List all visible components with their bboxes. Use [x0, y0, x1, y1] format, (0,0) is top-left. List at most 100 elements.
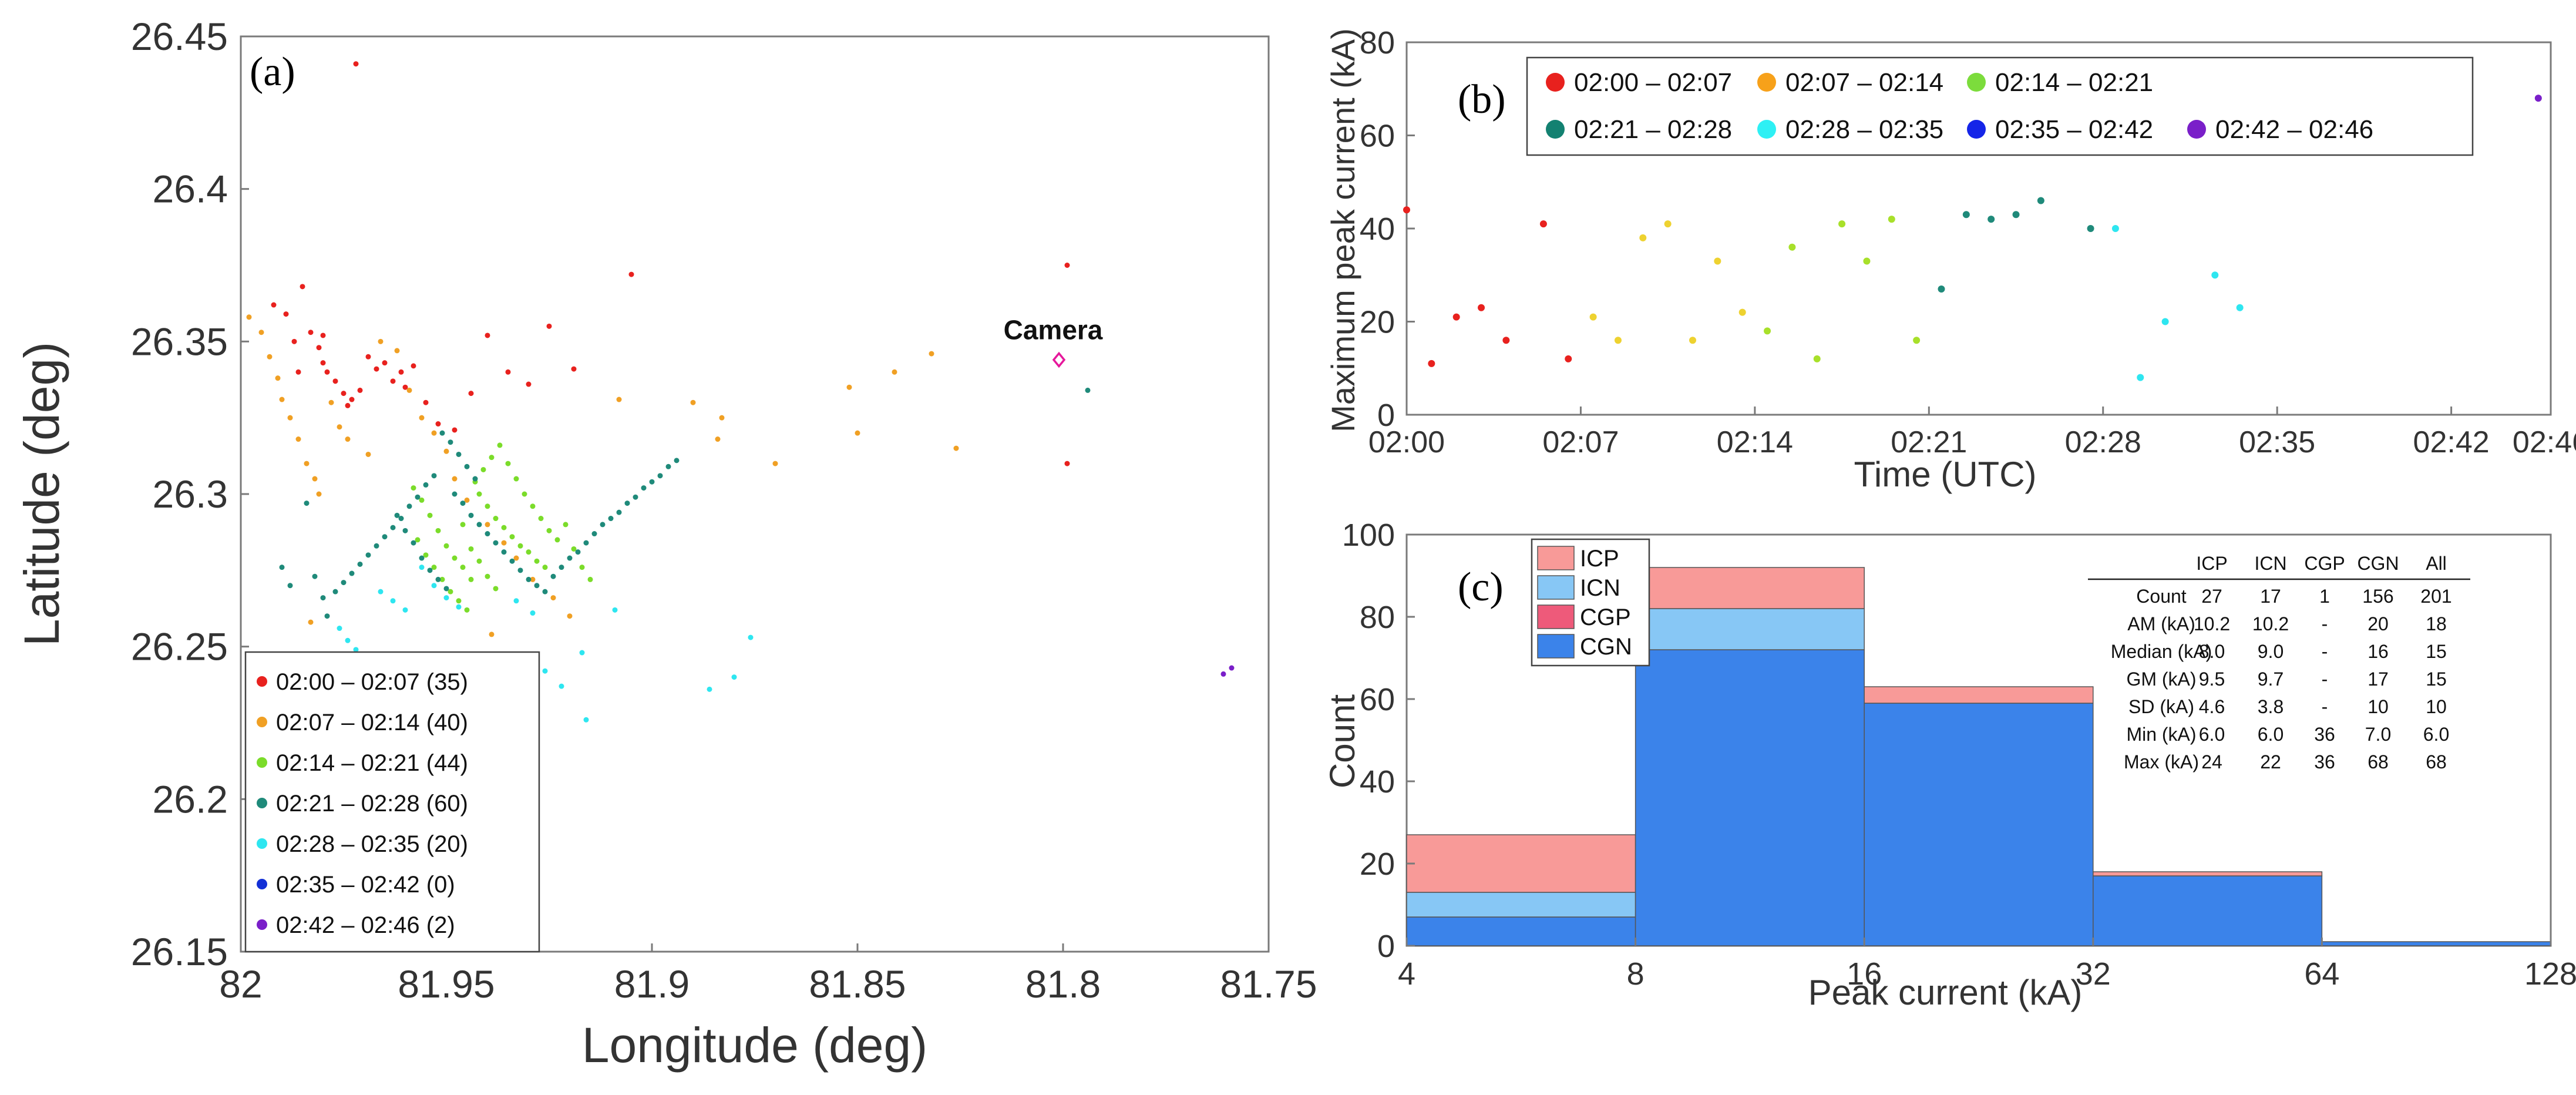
- plot-c-x-tick-label: 64: [2304, 956, 2339, 992]
- plot-c-x-axis-label: Peak current (kA): [1808, 973, 2083, 1012]
- plot-a-legend-swatch: [257, 676, 267, 687]
- plot-b-point: [1478, 304, 1485, 311]
- plot-a-point: [657, 473, 663, 479]
- plot-a-point: [431, 473, 437, 479]
- plot-a-point: [608, 516, 614, 522]
- plot-a-point: [341, 391, 347, 397]
- plot-a-point: [258, 330, 264, 335]
- stats-table-cell: 10.2: [2194, 613, 2230, 634]
- plot-a-point: [485, 531, 490, 537]
- plot-a-x-tick-label: 81.8: [1025, 962, 1101, 1006]
- plot-a-x-tick-label: 82: [219, 962, 262, 1006]
- plot-a-point: [295, 436, 301, 442]
- plot-a-point: [431, 430, 437, 436]
- plot-c-legend-label: CGP: [1580, 604, 1631, 630]
- plot-a-y-tick-label: 26.4: [153, 167, 228, 211]
- panel-b-label: (b): [1458, 77, 1506, 122]
- plot-b-legend-label: 02:42 – 02:46: [2215, 115, 2373, 144]
- plot-a-point: [382, 534, 388, 540]
- plot-a-legend-swatch: [257, 838, 267, 849]
- plot-a-point: [493, 516, 499, 522]
- plot-a-point: [411, 363, 416, 369]
- plot-c-bar-cgn: [1635, 649, 1865, 946]
- plot-a-point: [526, 381, 532, 387]
- plot-a-point: [480, 466, 486, 472]
- plot-a-point: [419, 497, 425, 503]
- plot-c-x-tick-label: 32: [2076, 956, 2111, 992]
- stats-table-header: ICP: [2196, 553, 2227, 574]
- plot-a-point: [374, 543, 379, 549]
- plot-b-point: [2012, 211, 2020, 219]
- plot-a-point: [287, 415, 293, 421]
- camera-marker: Camera: [1004, 314, 1103, 368]
- plot-a-point: [616, 509, 622, 515]
- stats-table-cell: 17: [2368, 669, 2389, 690]
- stats-table-row-label: GM (kA): [2126, 669, 2196, 690]
- stats-table-cell: 22: [2260, 751, 2281, 772]
- plot-a-point: [559, 683, 564, 689]
- plot-a-point: [485, 573, 490, 579]
- stats-table-cell: 1: [2319, 586, 2330, 607]
- plot-a-point: [390, 525, 396, 530]
- plot-a-point: [341, 580, 347, 586]
- plot-b-y-tick-label: 0: [1377, 398, 1395, 433]
- plot-a-point: [579, 650, 585, 656]
- plot-a-point: [378, 338, 384, 344]
- plot-c-bar-cgn: [2093, 875, 2323, 946]
- plot-a-point: [291, 338, 297, 344]
- plot-a-legend-swatch: [257, 717, 267, 727]
- plot-b-legend-label: 02:07 – 02:14: [1785, 68, 1943, 97]
- plot-b-y-tick-label: 20: [1360, 305, 1395, 340]
- plot-a-point: [332, 589, 338, 594]
- stats-table-cell: 36: [2314, 724, 2335, 745]
- plot-c-y-tick-label: 60: [1360, 682, 1395, 717]
- stats-table-cell: -: [2322, 669, 2328, 690]
- plot-a-point: [452, 555, 458, 561]
- stats-table-cell: 36: [2314, 751, 2335, 772]
- plot-b-point: [1813, 355, 1821, 362]
- plot-a-point: [476, 558, 482, 564]
- plot-b-point: [1714, 257, 1721, 265]
- stats-table-cell: -: [2322, 696, 2328, 717]
- plot-a-point: [546, 528, 552, 533]
- plot-a-point: [308, 619, 314, 625]
- stats-table-cell: 9.0: [2258, 641, 2284, 662]
- plot-b-x-tick-label: 02:21: [1891, 425, 1967, 459]
- plot-a-point: [402, 384, 408, 390]
- plot-c-x-tick-label: 128: [2524, 956, 2576, 992]
- plot-a-point: [398, 516, 404, 522]
- plot-a-point: [546, 323, 552, 329]
- plot-a-x-ticks: 82 81.95 81.9 81.85 81.8 81.75: [219, 943, 1317, 1006]
- plot-a-point: [448, 439, 453, 445]
- plot-a-point: [616, 397, 622, 402]
- plot-a-point: [526, 549, 532, 555]
- stats-table-cell: -: [2322, 613, 2328, 634]
- plot-a-legend-items: 02:00 – 02:07 (35) 02:07 – 02:14 (40) 02:1…: [257, 669, 468, 938]
- plot-a-legend-label: 02:42 – 02:46 (2): [276, 912, 455, 938]
- plot-a-point: [423, 482, 429, 488]
- plot-a-y-tick-label: 26.2: [153, 777, 228, 821]
- stats-table-cell: 3.8: [2258, 696, 2284, 717]
- plot-a-point: [390, 598, 396, 604]
- plot-a-point: [452, 491, 458, 497]
- plot-a-x-tick-label: 81.75: [1220, 962, 1317, 1006]
- plot-a-point: [464, 463, 470, 469]
- plot-b-legend-box: [1526, 56, 2474, 156]
- plot-a-point: [509, 534, 515, 540]
- plot-a-point: [337, 424, 342, 430]
- plot-a-point: [591, 531, 597, 537]
- plot-c-y-tick-label: 0: [1377, 929, 1395, 964]
- plot-b-point: [1428, 360, 1435, 367]
- plot-a-point: [513, 555, 519, 561]
- plot-a-point: [468, 391, 474, 397]
- plot-c-y-ticks: 0 20 40 60 80 100: [1342, 518, 1415, 964]
- plot-a-point: [398, 369, 404, 375]
- plot-a-y-tick-label: 26.25: [131, 625, 228, 669]
- plot-a-point: [534, 583, 540, 589]
- plot-a-point: [522, 491, 527, 497]
- plot-b-point: [2534, 95, 2542, 102]
- plot-a-point: [419, 565, 425, 570]
- plot-a-point: [345, 436, 351, 442]
- plot-b-point: [1565, 355, 1572, 362]
- panel-a: Camera (a) 82 81.95 81.9 81.85 81.8 81.75 26.…: [14, 15, 1317, 1073]
